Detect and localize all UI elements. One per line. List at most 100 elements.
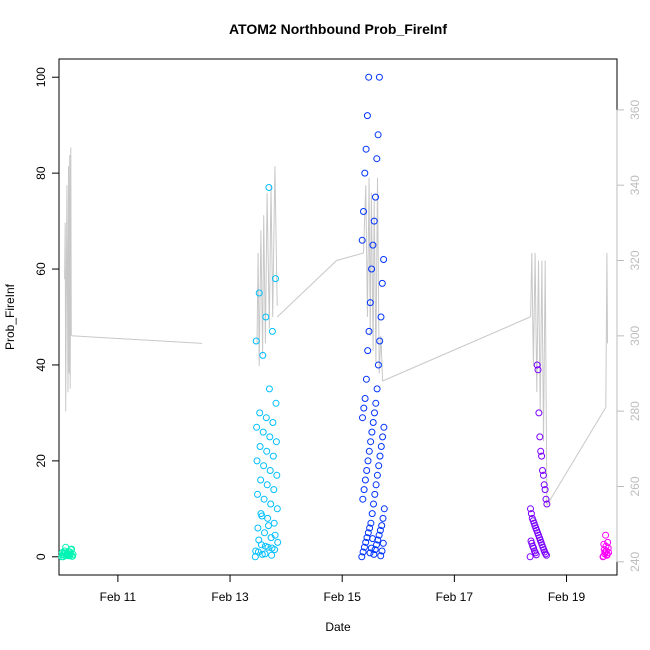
- data-point: [367, 544, 375, 552]
- data-point: [255, 536, 263, 544]
- data-point: [369, 535, 377, 543]
- y-tick-label: 0: [34, 553, 48, 560]
- data-point: [254, 524, 262, 532]
- data-point: [380, 256, 388, 263]
- data-point: [268, 544, 276, 552]
- data-point: [373, 385, 381, 393]
- data-point: [273, 471, 281, 479]
- data-point: [270, 486, 278, 494]
- line-segment: [382, 316, 531, 382]
- data-point: [370, 550, 378, 558]
- data-point: [372, 193, 379, 201]
- data-point: [603, 550, 611, 558]
- data-point: [254, 490, 261, 498]
- data-point: [361, 476, 369, 484]
- data-point: [265, 522, 272, 530]
- data-point: [63, 550, 71, 558]
- data-point: [377, 443, 385, 450]
- data-point: [362, 375, 370, 383]
- data-point: [367, 438, 375, 446]
- data-point: [258, 512, 266, 520]
- data-point: [364, 529, 372, 537]
- data-point: [600, 540, 608, 548]
- y2-tick-label: 240: [628, 551, 642, 571]
- data-point: [531, 547, 538, 555]
- data-point: [272, 275, 279, 283]
- data-point: [263, 447, 271, 455]
- x-tick-label: Feb 19: [548, 590, 586, 604]
- data-point: [534, 366, 542, 374]
- data-point: [269, 452, 277, 460]
- data-point: [379, 539, 387, 547]
- data-point: [265, 184, 273, 191]
- data-point: [265, 385, 273, 393]
- y-axis-label: Prob_FireInf: [3, 283, 17, 350]
- line-segment: [71, 335, 203, 344]
- data-point: [539, 471, 547, 479]
- data-point: [362, 145, 370, 153]
- data-point: [261, 529, 268, 537]
- data-point: [360, 486, 368, 494]
- data-point: [272, 399, 280, 407]
- data-point: [373, 471, 381, 479]
- data-point: [371, 490, 379, 498]
- data-point: [361, 395, 369, 402]
- data-point: [371, 409, 378, 417]
- plot-border: [58, 58, 618, 576]
- line-segment: [530, 252, 548, 506]
- data-point: [539, 467, 546, 474]
- data-point: [359, 495, 367, 503]
- data-point: [267, 500, 275, 508]
- data-point: [259, 351, 267, 359]
- line-segment: [256, 166, 278, 367]
- data-point: [371, 546, 379, 554]
- data-point: [262, 313, 270, 321]
- data-point: [376, 452, 384, 460]
- y2-tick-label: 320: [628, 250, 642, 270]
- data-point: [375, 73, 383, 81]
- data-point: [270, 519, 278, 527]
- data-point: [380, 423, 388, 431]
- data-point: [373, 541, 380, 549]
- data-point: [268, 327, 276, 335]
- data-point: [375, 531, 383, 539]
- data-point: [599, 552, 607, 560]
- data-point: [266, 433, 274, 441]
- y-tick-label: 20: [34, 454, 48, 468]
- data-point: [364, 457, 372, 465]
- x-axis-label: Date: [325, 620, 351, 634]
- data-point: [378, 522, 386, 530]
- x-tick-label: Feb 17: [436, 590, 474, 604]
- x-tick-label: Feb 11: [100, 590, 137, 604]
- y2-tick-label: 340: [628, 175, 642, 195]
- data-point: [370, 217, 378, 225]
- line-segment: [546, 407, 607, 506]
- data-point: [368, 428, 376, 436]
- y2-tick-label: 300: [628, 326, 642, 346]
- data-point: [372, 481, 380, 489]
- y-tick-label: 80: [34, 166, 48, 180]
- data-point: [364, 347, 372, 355]
- y-tick-label: 40: [34, 358, 48, 372]
- line-segment: [605, 252, 608, 408]
- data-point: [272, 438, 280, 446]
- data-point: [373, 155, 381, 163]
- data-point: [367, 519, 375, 527]
- data-point: [365, 327, 373, 335]
- line-segment: [276, 252, 364, 318]
- line-segment: [363, 177, 384, 382]
- data-point: [252, 337, 260, 345]
- data-point: [365, 447, 373, 455]
- data-point: [257, 476, 265, 484]
- data-point: [378, 547, 386, 555]
- data-point: [365, 73, 373, 81]
- axes: 0 20 40 60 80 100 240 260 280 300 320 340 360 Feb 11 F…: [34, 67, 642, 604]
- x-tick-label: Feb 15: [324, 590, 362, 604]
- data-point: [370, 500, 377, 508]
- data-point: [261, 550, 269, 558]
- x-tick-label: Feb 13: [211, 590, 249, 604]
- data-point: [253, 423, 261, 431]
- data-point: [256, 443, 264, 450]
- data-point: [260, 462, 268, 470]
